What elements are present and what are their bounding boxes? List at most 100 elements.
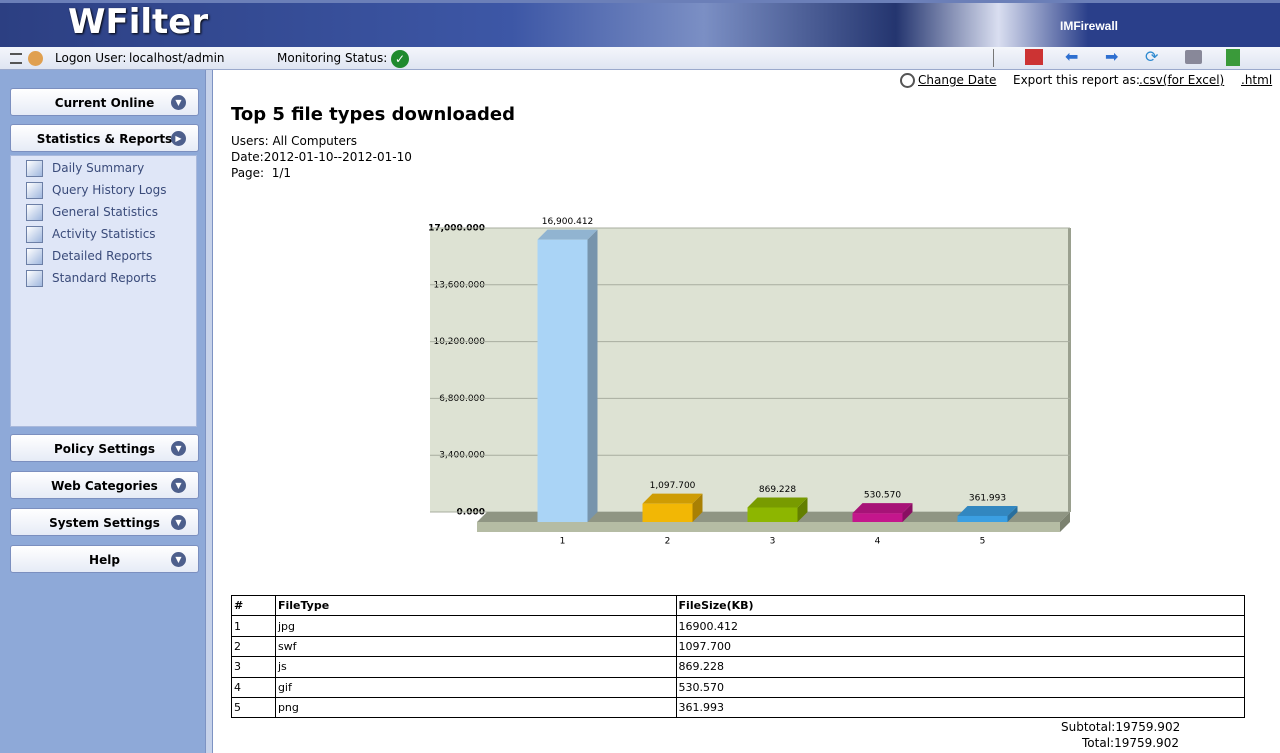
table-row: 4 gif 530.570	[231, 676, 1246, 698]
table-body: 1 jpg 16900.412 2 swf 1097.700 3 js 869.228 4 gif 5…	[231, 615, 1246, 719]
menu-button[interactable]: Web Categories ▼	[10, 471, 199, 499]
floor-front	[477, 522, 1060, 532]
export-html-link[interactable]: .html	[1241, 73, 1273, 87]
table-cell: jpg	[274, 615, 677, 637]
bar	[642, 503, 693, 522]
menu-label: Current Online	[54, 96, 155, 110]
separator	[993, 49, 994, 67]
menu-arrow: ▼	[171, 95, 186, 110]
table-row: 2 swf 1097.700	[231, 635, 1246, 658]
column-header: FileType	[274, 594, 677, 617]
table-cell: 5	[231, 696, 276, 719]
table-cell: 1	[231, 615, 276, 637]
value-label: 869.228	[759, 485, 796, 495]
toolbar: Logon User: localhost/admin Monitoring S…	[0, 47, 1280, 70]
value-label: 530.570	[864, 491, 901, 501]
export-csv-link[interactable]: .csv(for Excel)	[1139, 73, 1225, 87]
value-label: 1,097.700	[650, 481, 696, 491]
menu-arrow: ▶	[171, 131, 186, 146]
menu-item[interactable]: Standard Reports	[26, 268, 156, 288]
menu-item[interactable]: General Statistics	[26, 202, 158, 222]
bar-top	[642, 493, 703, 504]
forward-button[interactable]: ➡	[1105, 47, 1119, 66]
brand: WFilter	[68, 2, 209, 42]
menu-button[interactable]: Statistics & Reports ▶	[10, 124, 199, 152]
menu-item[interactable]: Daily Summary	[26, 158, 144, 178]
menu-button[interactable]: Policy Settings ▼	[10, 434, 199, 462]
reports-panel	[10, 155, 197, 427]
table-cell: swf	[274, 635, 677, 658]
table-cell: 1097.700	[675, 635, 1246, 658]
bar-side	[797, 497, 808, 522]
table-cell: png	[274, 696, 677, 719]
report-date: Date:2012-01-10--2012-01-10	[231, 150, 412, 164]
report-users: Users: All Computers	[231, 134, 358, 148]
menu-label: Help	[89, 553, 120, 567]
column-header: #	[231, 594, 276, 617]
table-cell: 4	[231, 676, 276, 698]
table-row: 3 js 869.228	[231, 656, 1246, 678]
menu-button[interactable]: System Settings ▼	[10, 508, 199, 536]
menu-label: Policy Settings	[53, 442, 156, 456]
total: Total:19759.902	[1082, 736, 1179, 750]
product-name: IMFirewall	[1060, 19, 1119, 33]
exit-button[interactable]	[1226, 49, 1240, 66]
print-button[interactable]	[1185, 50, 1202, 64]
x-tick-label: 4	[875, 537, 881, 547]
table-cell: 2	[231, 635, 276, 658]
item-label: Daily Summary	[52, 161, 145, 175]
bar-side	[902, 503, 913, 522]
menu-arrow: ▼	[171, 515, 186, 530]
status-ok-icon: ✓	[391, 50, 409, 68]
menu-icon[interactable]	[10, 53, 22, 64]
table-row: 1 jpg 16900.412	[231, 615, 1246, 637]
bar-side	[692, 493, 703, 522]
banner	[0, 0, 1280, 47]
menu-item[interactable]: Detailed Reports	[26, 246, 152, 266]
bar	[957, 515, 1008, 522]
logon-label: Logon User:	[55, 51, 127, 65]
table-cell: 361.993	[675, 696, 1246, 719]
menu-button[interactable]: Help ▼	[10, 545, 199, 573]
back-button[interactable]: ⬅	[1065, 47, 1079, 66]
bar	[747, 507, 798, 522]
menu-arrow: ▼	[171, 441, 186, 456]
menu-button[interactable]: Current Online ▼	[10, 88, 199, 116]
plot-area	[430, 228, 1070, 512]
x-tick-label: 3	[770, 537, 776, 547]
bar-top	[852, 503, 913, 514]
table-cell: 530.570	[675, 676, 1246, 698]
clock-icon	[900, 73, 915, 88]
item-icon	[26, 160, 43, 177]
home-button[interactable]	[1025, 49, 1043, 65]
data-table: # FileType FileSize(KB) 1 jpg 16900.412 2 swf 10…	[231, 594, 1246, 719]
bar-top	[747, 497, 808, 508]
menu-arrow: ▼	[171, 478, 186, 493]
table-row: 5 png 361.993	[231, 696, 1246, 719]
menu-item[interactable]: Query History Logs	[26, 180, 166, 200]
item-label: Query History Logs	[52, 183, 167, 197]
item-label: Standard Reports	[52, 271, 157, 285]
bar	[852, 513, 903, 522]
menu-item[interactable]: Activity Statistics	[26, 224, 156, 244]
y-tick-label: 3,400.000	[439, 451, 485, 461]
item-icon	[26, 204, 43, 221]
item-label: Detailed Reports	[52, 249, 153, 263]
refresh-button[interactable]: ⟳	[1145, 47, 1159, 66]
item-label: General Statistics	[52, 205, 158, 219]
subtotal: Subtotal:19759.902	[1061, 720, 1181, 734]
x-tick-label: 5	[980, 537, 986, 547]
bar-side	[587, 229, 598, 523]
splitter[interactable]	[205, 70, 213, 753]
report-page: Page: 1/1	[231, 166, 292, 180]
table-cell: 869.228	[675, 656, 1246, 678]
item-icon	[26, 248, 43, 265]
x-tick-label: 2	[665, 537, 671, 547]
menu-label: System Settings	[49, 516, 160, 530]
change-date-link[interactable]: Change Date	[918, 73, 997, 87]
chart: 0.0003,400.0006,800.00010,200.00013,600.…	[428, 217, 1071, 547]
table-cell: js	[274, 656, 677, 678]
user-icon	[28, 51, 43, 66]
